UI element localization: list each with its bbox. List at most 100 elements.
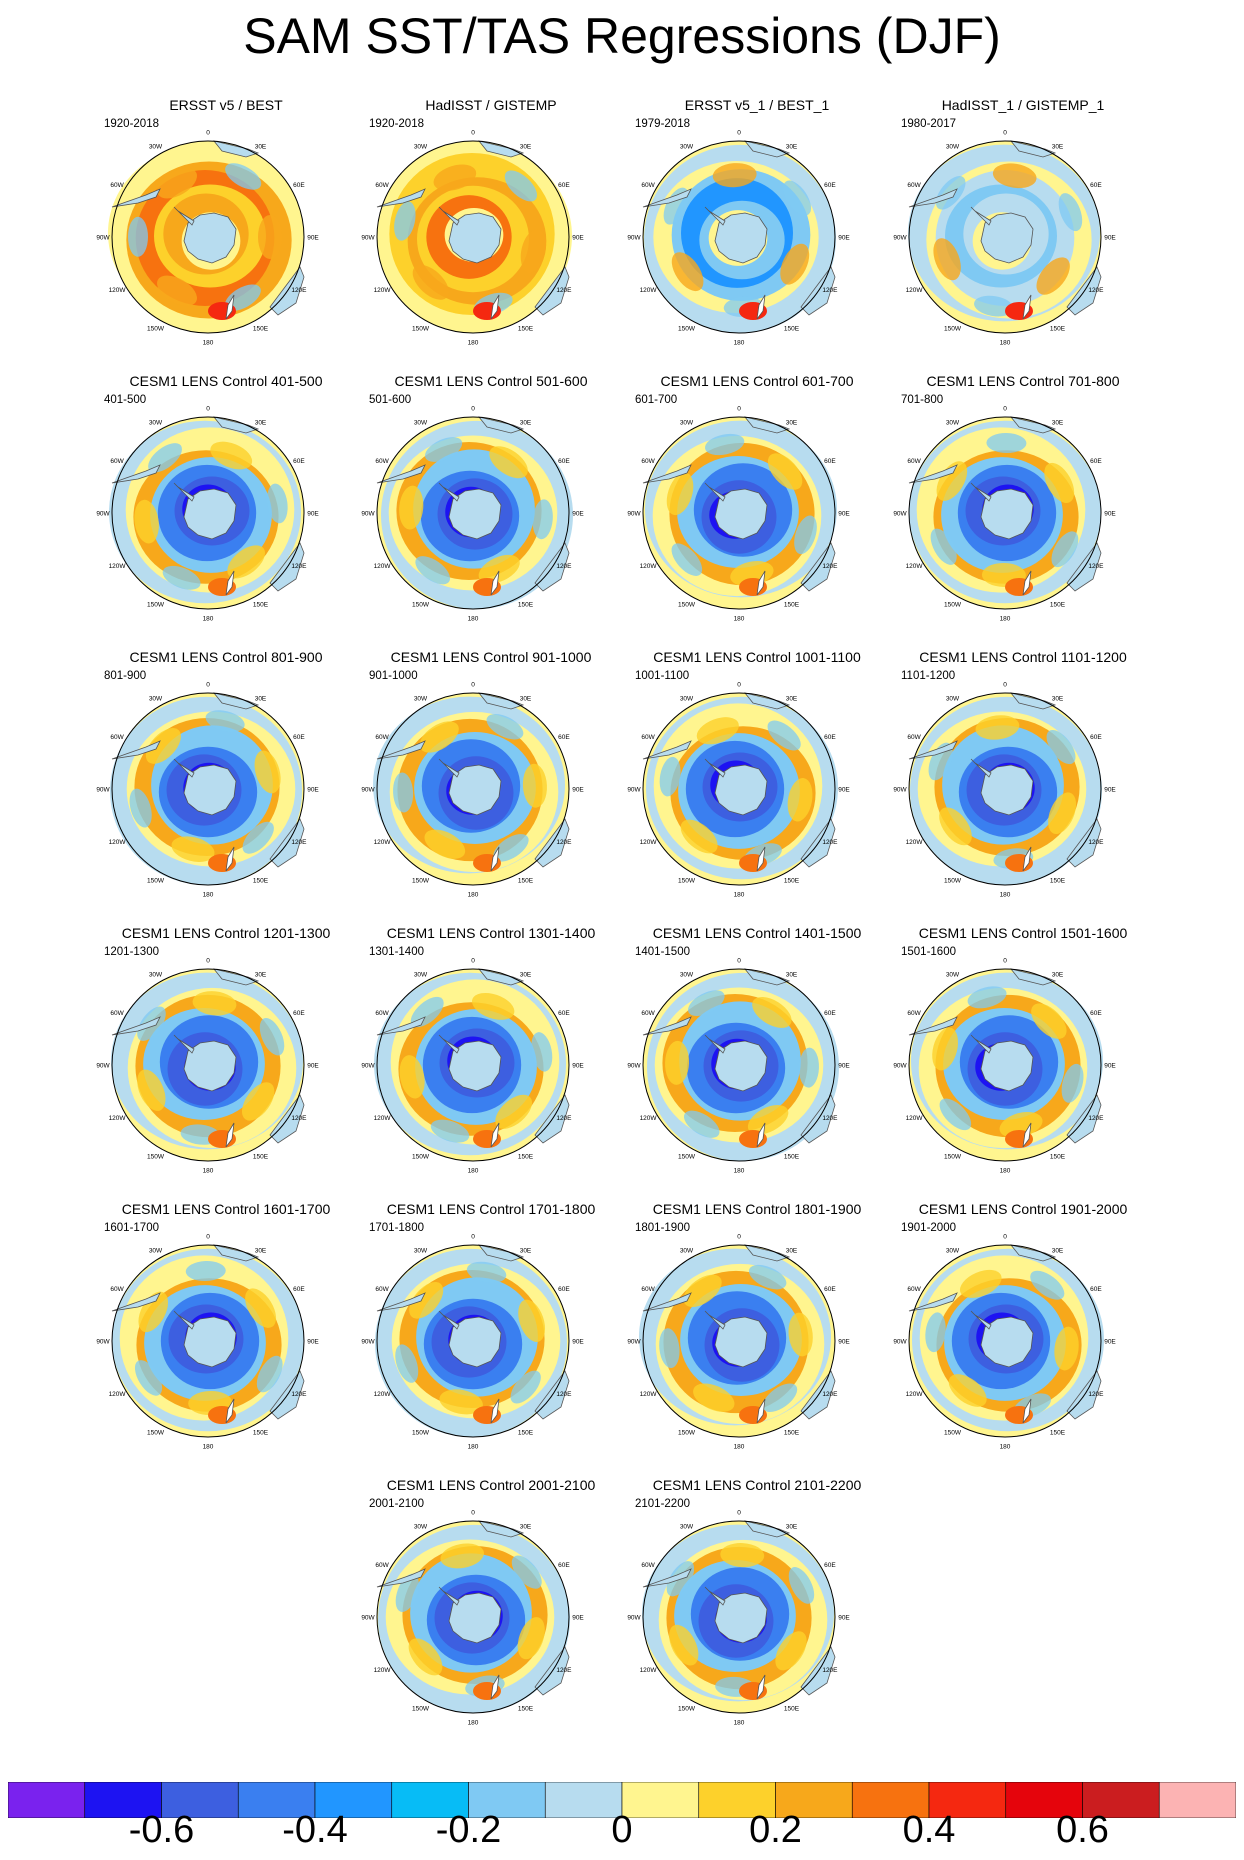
colorbar-swatch — [391, 1782, 469, 1818]
lon-label: 90E — [1104, 787, 1116, 794]
lon-label: 30W — [946, 144, 960, 151]
lon-label: 150E — [518, 1429, 534, 1436]
lon-label: 90W — [361, 1615, 375, 1622]
lon-label: 120W — [640, 563, 658, 570]
lon-label: 150W — [412, 601, 430, 608]
lon-label: 150W — [678, 1153, 696, 1160]
lon-label: 30W — [680, 972, 694, 979]
lon-label: 150W — [678, 325, 696, 332]
lon-label: 60E — [824, 1286, 836, 1293]
colorbar-swatch — [1082, 1782, 1160, 1818]
lon-label: 60E — [824, 1562, 836, 1569]
lon-label: 90W — [96, 1063, 110, 1070]
lon-label: 30E — [786, 696, 798, 703]
lon-label: 90E — [838, 1615, 850, 1622]
lon-label: 150W — [412, 1429, 430, 1436]
colorbar-label: 0.4 — [902, 1809, 956, 1851]
lon-label: 90E — [307, 511, 319, 518]
lon-label: 120E — [1088, 563, 1104, 570]
panel-title: CESM1 LENS Control 901-1000 — [390, 649, 592, 665]
lon-label: 30E — [786, 420, 798, 427]
lon-label: 60E — [824, 458, 836, 465]
panel-period: 2101-2200 — [635, 1498, 690, 1510]
colorbar-swatch — [8, 1782, 86, 1818]
lon-label: 120E — [1088, 287, 1104, 294]
lon-label: 90E — [838, 235, 850, 242]
lon-label: 120E — [291, 563, 307, 570]
polar-map: 0 30E 60E 90E 120E 150E 180 150W 120W 90W 60W 30W — [96, 130, 319, 347]
panel-title: CESM1 LENS Control 701-800 — [926, 373, 1120, 389]
lon-label: 90E — [1104, 235, 1116, 242]
map-panel: CESM1 LENS Control 2001-2100 2001-2100 0 30… — [357, 1477, 625, 1755]
panel-title: CESM1 LENS Control 1801-1900 — [652, 1201, 862, 1217]
panel-title: CESM1 LENS Control 1901-2000 — [918, 1201, 1128, 1217]
panel-period: 1501-1600 — [901, 946, 956, 958]
colorbar-label: -0.2 — [435, 1809, 502, 1851]
lon-label: 60W — [641, 1562, 655, 1569]
lon-label: 150W — [412, 1705, 430, 1712]
map-panel: CESM1 LENS Control 1701-1800 1701-1800 0 30… — [357, 1201, 625, 1479]
lon-label: 30E — [520, 972, 532, 979]
lon-label: 90W — [361, 1339, 375, 1346]
lon-label: 60W — [110, 458, 124, 465]
lon-label: 0 — [737, 406, 741, 413]
lon-label: 90E — [572, 1063, 584, 1070]
lon-label: 90W — [893, 787, 907, 794]
lon-label: 0 — [737, 1510, 741, 1517]
lon-label: 90E — [307, 1339, 319, 1346]
panel-period: 1401-1500 — [635, 946, 690, 958]
lon-label: 60W — [375, 1010, 389, 1017]
lon-label: 90W — [627, 1063, 641, 1070]
lon-label: 180 — [468, 892, 479, 899]
polar-map: 0 30E 60E 90E 120E 150E 180 150W 120W 90W 60W 30W — [361, 130, 584, 347]
lon-label: 30E — [1052, 144, 1064, 151]
panel-title: CESM1 LENS Control 1301-1400 — [386, 925, 596, 941]
lon-label: 180 — [734, 340, 745, 347]
lon-label: 150W — [944, 325, 962, 332]
lon-label: 180 — [468, 1168, 479, 1175]
lon-label: 60E — [293, 734, 305, 741]
lon-label: 150W — [147, 877, 165, 884]
lon-label: 150W — [678, 1429, 696, 1436]
lon-label: 150W — [147, 601, 165, 608]
lon-label: 90E — [572, 511, 584, 518]
lon-label: 60E — [1090, 734, 1102, 741]
lon-label: 30E — [520, 1524, 532, 1531]
polar-map: 0 30E 60E 90E 120E 150E 180 150W 120W 90W 60W 30W — [893, 1234, 1116, 1451]
lon-label: 120E — [1088, 1115, 1104, 1122]
panel-period: 901-1000 — [369, 670, 418, 682]
lon-label: 120W — [906, 839, 924, 846]
lon-label: 30E — [1052, 972, 1064, 979]
lon-label: 30W — [680, 1248, 694, 1255]
lon-label: 90W — [361, 1063, 375, 1070]
polar-map: 0 30E 60E 90E 120E 150E 180 150W 120W 90W 60W 30W — [361, 1510, 584, 1727]
lon-label: 120W — [640, 1667, 658, 1674]
lon-label: 120W — [374, 1115, 392, 1122]
panel-period: 1001-1100 — [635, 670, 690, 682]
lon-label: 150E — [253, 1153, 269, 1160]
lon-label: 90E — [572, 235, 584, 242]
lon-label: 30W — [149, 1248, 163, 1255]
lon-label: 30E — [786, 144, 798, 151]
lon-label: 30E — [520, 696, 532, 703]
lon-label: 30W — [414, 1524, 428, 1531]
colorbar-label: -0.6 — [128, 1809, 195, 1851]
lon-label: 120E — [822, 1115, 838, 1122]
polar-map: 0 30E 60E 90E 120E 150E 180 150W 120W 90W 60W 30W — [96, 406, 319, 623]
lon-label: 150E — [1050, 601, 1066, 608]
lon-label: 60W — [907, 458, 921, 465]
panel-period: 401-500 — [104, 394, 147, 406]
lon-label: 90E — [838, 787, 850, 794]
polar-map: 0 30E 60E 90E 120E 150E 180 150W 120W 90W 60W 30W — [893, 406, 1116, 623]
lon-label: 60W — [375, 1562, 389, 1569]
lon-label: 60W — [907, 182, 921, 189]
lon-label: 60E — [558, 734, 570, 741]
panel-period: 1101-1200 — [901, 670, 956, 682]
lon-label: 120E — [556, 1391, 572, 1398]
lon-label: 30W — [680, 420, 694, 427]
lon-label: 180 — [1000, 1168, 1011, 1175]
lon-label: 60W — [641, 1286, 655, 1293]
lon-label: 30W — [414, 1248, 428, 1255]
lon-label: 150E — [518, 877, 534, 884]
polar-map: 0 30E 60E 90E 120E 150E 180 150W 120W 90W 60W 30W — [361, 406, 584, 623]
